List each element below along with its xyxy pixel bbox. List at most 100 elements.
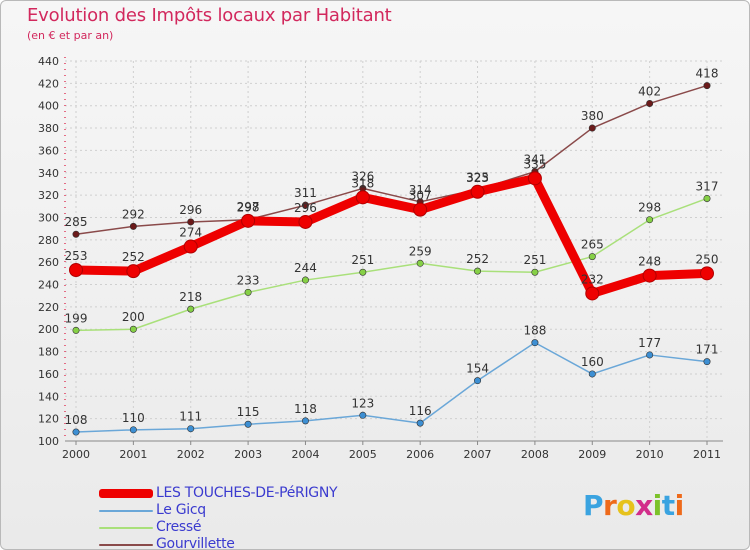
- data-label-2: 317: [696, 179, 719, 193]
- y-tick-label: 340: [38, 167, 59, 180]
- data-label-3: 418: [696, 67, 719, 81]
- data-label-3: 285: [65, 215, 88, 229]
- y-tick-label: 240: [38, 279, 59, 292]
- x-tick-label: 2004: [291, 448, 319, 461]
- data-point-2: [129, 325, 137, 333]
- data-label-1: 188: [523, 324, 546, 338]
- logo-letter: r: [603, 489, 617, 522]
- x-tick-label: 2008: [521, 448, 549, 461]
- logo-letter: t: [661, 489, 675, 522]
- y-tick-label: 200: [38, 323, 59, 336]
- data-point-touches: [700, 266, 714, 281]
- data-point-3: [187, 218, 195, 226]
- data-label-3: 341: [523, 153, 546, 167]
- data-point-1: [244, 420, 252, 428]
- chart-title: Evolution des Impôts locaux par Habitant: [27, 5, 392, 26]
- data-label-1: 123: [351, 396, 374, 410]
- legend-swatch-gicq: [99, 510, 153, 512]
- y-tick-label: 120: [38, 413, 59, 426]
- legend-label-gicq: Le Gicq: [156, 502, 206, 518]
- data-label-0: 252: [122, 250, 145, 264]
- data-point-1: [531, 339, 539, 347]
- x-tick-label: 2001: [119, 448, 147, 461]
- data-point-touches: [470, 184, 485, 199]
- data-label-3: 325: [466, 171, 489, 185]
- data-point-3: [129, 222, 137, 230]
- data-point-2: [588, 253, 596, 261]
- data-point-1: [703, 358, 711, 366]
- x-tick-label: 2010: [636, 448, 664, 461]
- data-label-2: 259: [409, 244, 432, 258]
- series-line-0: [71, 173, 712, 298]
- data-point-touches: [355, 190, 370, 205]
- data-point-2: [416, 259, 424, 267]
- data-label-2: 265: [581, 238, 604, 252]
- data-point-touches: [527, 171, 542, 186]
- data-label-1: 108: [65, 413, 88, 427]
- y-tick-label: 300: [38, 211, 59, 224]
- logo-letter: P: [583, 489, 604, 522]
- data-point-touches: [69, 263, 83, 277]
- legend-label-touches: LES TOUCHES-DE-PéRIGNY: [156, 485, 338, 501]
- data-label-1: 154: [466, 362, 489, 376]
- data-label-1: 171: [696, 343, 719, 357]
- legend-swatch-cresse: [99, 527, 153, 529]
- y-tick-label: 160: [38, 368, 59, 381]
- data-label-0: 253: [65, 249, 88, 263]
- data-point-3: [72, 230, 80, 238]
- series-line-3: [75, 84, 708, 235]
- data-label-3: 326: [351, 169, 374, 183]
- data-label-2: 251: [523, 253, 546, 267]
- data-label-1: 116: [409, 404, 432, 418]
- data-label-2: 252: [466, 252, 489, 266]
- data-label-3: 380: [581, 109, 604, 123]
- data-point-1: [474, 377, 482, 385]
- data-point-2: [187, 305, 195, 313]
- y-tick-label: 140: [38, 390, 59, 403]
- data-point-1: [72, 428, 80, 436]
- x-tick-label: 2002: [177, 448, 205, 461]
- chart-subtitle: (en € et par an): [27, 29, 114, 42]
- data-point-3: [703, 82, 711, 90]
- y-tick-label: 320: [38, 189, 59, 202]
- data-label-1: 177: [638, 336, 661, 350]
- data-label-0: 297: [237, 200, 260, 214]
- logo-letter: i: [652, 489, 663, 522]
- series-line-2: [75, 197, 708, 332]
- data-point-2: [646, 216, 654, 224]
- y-tick-label: 380: [38, 122, 59, 135]
- x-tick-label: 2000: [62, 448, 90, 461]
- y-tick-label: 260: [38, 256, 59, 269]
- data-point-1: [129, 426, 137, 434]
- legend-swatch-touches: [99, 489, 153, 498]
- series-line-1: [75, 341, 708, 433]
- data-point-3: [588, 124, 596, 132]
- y-tick-label: 220: [38, 301, 59, 314]
- data-point-touches: [183, 239, 198, 254]
- data-label-3: 314: [409, 183, 432, 197]
- data-label-1: 110: [122, 411, 145, 425]
- data-label-2: 251: [351, 253, 374, 267]
- data-point-1: [301, 417, 309, 425]
- data-label-2: 233: [237, 273, 260, 287]
- legend-label-gourvillette: Gourvillette: [156, 536, 235, 550]
- data-label-0: 248: [638, 255, 661, 269]
- data-point-touches: [413, 202, 428, 217]
- data-label-1: 160: [581, 355, 604, 369]
- data-label-0: 232: [581, 272, 604, 286]
- data-point-2: [703, 194, 711, 202]
- data-label-2: 298: [638, 201, 661, 215]
- data-label-0: 250: [696, 252, 719, 266]
- logo-letter: i: [674, 489, 685, 522]
- data-point-touches: [585, 286, 600, 301]
- data-label-1: 111: [179, 410, 202, 424]
- x-tick-label: 2011: [693, 448, 721, 461]
- data-point-1: [646, 351, 654, 359]
- data-point-2: [359, 268, 367, 276]
- legend-label-cresse: Cressé: [156, 519, 202, 535]
- data-point-3: [646, 99, 654, 107]
- data-label-0: 323: [466, 171, 489, 185]
- x-tick-label: 2003: [234, 448, 262, 461]
- data-label-0: 318: [351, 176, 374, 190]
- data-label-2: 244: [294, 261, 317, 275]
